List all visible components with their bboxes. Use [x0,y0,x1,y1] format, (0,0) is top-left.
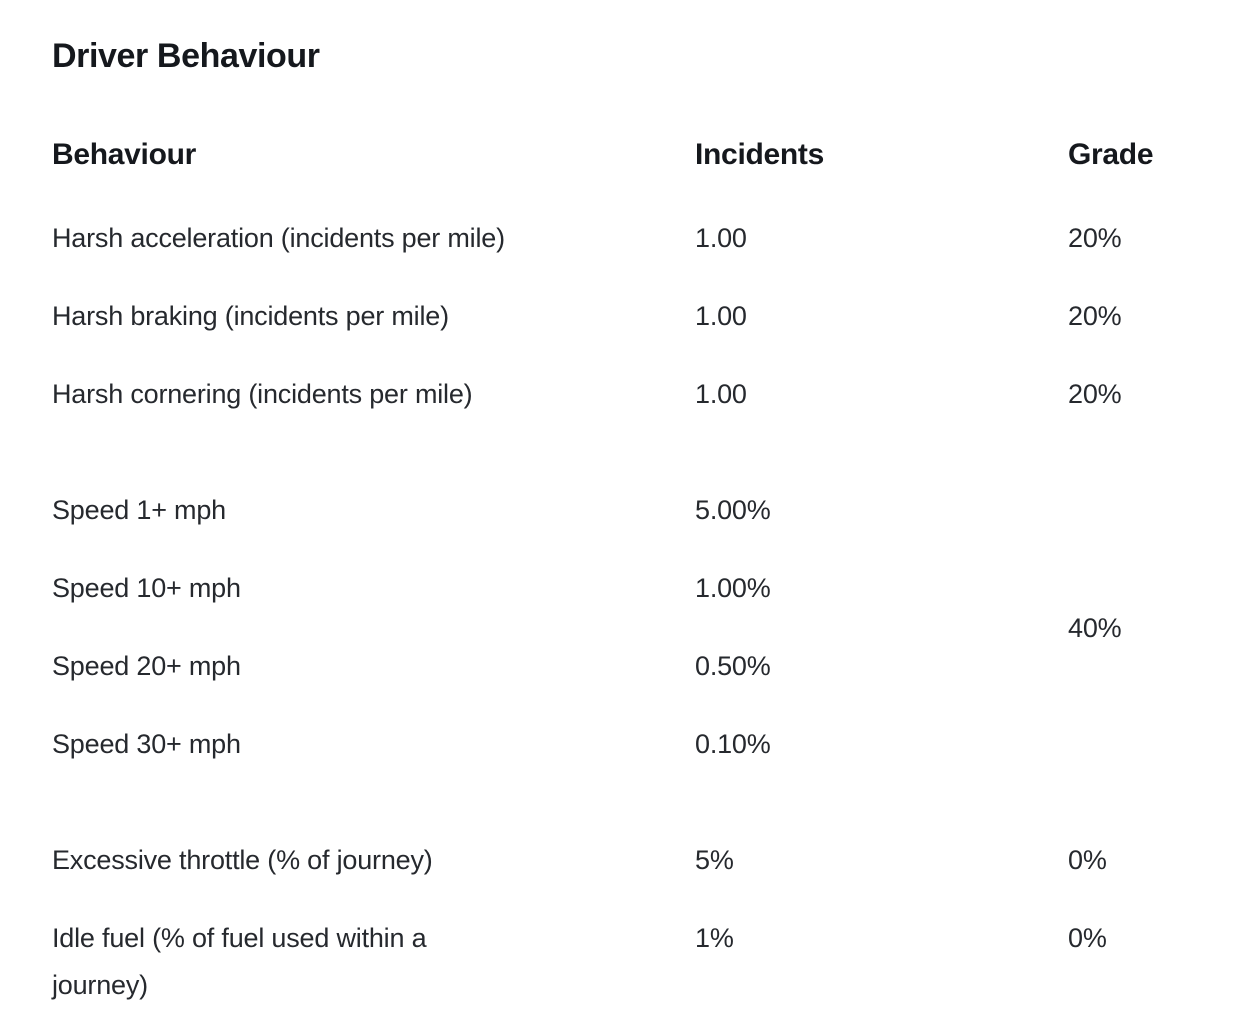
table-header-row: Behaviour Incidents Grade [52,116,1184,194]
grade-cell: 20% [1068,223,1122,253]
page-title: Driver Behaviour [52,37,320,75]
behaviour-cell: Speed 10+ mph [52,573,241,603]
column-header-incidents: Incidents [695,138,824,171]
table-group-harsh-events: Harsh acceleration (incidents per mile) 1… [52,200,1184,434]
incidents-cell: 1.00 [695,379,747,409]
table-group-throttle-and-fuel: Excessive throttle (% of journey) 5% 0% Idl… [52,822,1184,1009]
table-group-speeding: Speed 1+ mph 5.00% Speed 10+ mph 1.00% Speed… [52,472,1184,784]
group-grade-cell: 40% [1068,612,1122,643]
grade-cell: 0% [1068,845,1107,875]
incidents-cell: 0.50% [695,651,771,681]
behaviour-cell: Speed 20+ mph [52,651,241,681]
grade-cell: 0% [1068,923,1107,953]
column-header-grade: Grade [1068,138,1154,171]
behaviour-cell: Speed 1+ mph [52,495,226,525]
grade-cell: 20% [1068,301,1122,331]
behaviour-cell: Idle fuel (% of fuel used within a journ… [52,923,427,1000]
table-body: Harsh acceleration (incidents per mile) 1… [52,200,1184,1009]
incidents-cell: 0.10% [695,729,771,759]
behaviour-cell: Harsh cornering (incidents per mile) [52,379,473,409]
incidents-cell: 1% [695,923,734,953]
incidents-cell: 1.00 [695,223,747,253]
behaviour-table: Behaviour Incidents Grade Harsh accelera… [52,116,1184,1009]
behaviour-cell: Harsh acceleration (incidents per mile) [52,223,505,253]
incidents-cell: 5.00% [695,495,771,525]
incidents-cell: 5% [695,845,734,875]
behaviour-cell: Excessive throttle (% of journey) [52,845,433,875]
behaviour-cell: Harsh braking (incidents per mile) [52,301,449,331]
column-header-behaviour: Behaviour [52,138,197,171]
incidents-cell: 1.00% [695,573,771,603]
behaviour-cell: Speed 30+ mph [52,729,241,759]
incidents-cell: 1.00 [695,301,747,331]
grade-cell: 20% [1068,379,1122,409]
